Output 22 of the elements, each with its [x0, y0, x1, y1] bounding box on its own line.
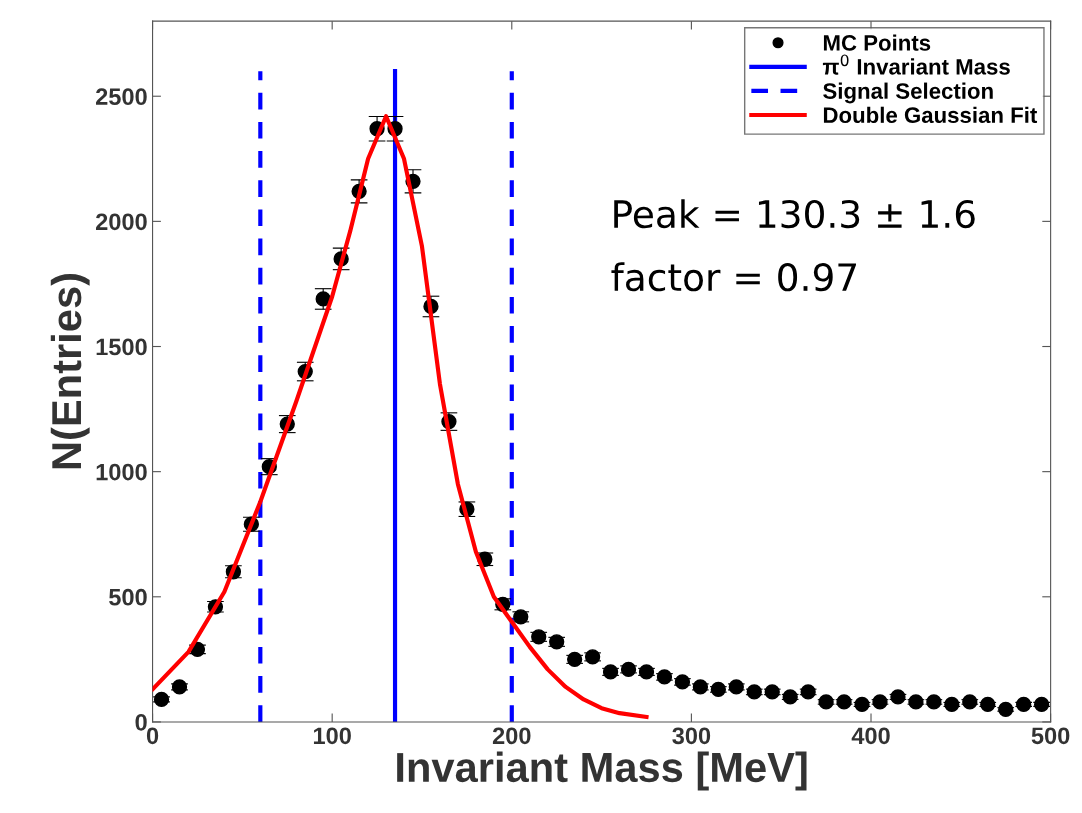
- x-axis-title: Invariant Mass [MeV]: [397, 751, 807, 791]
- annotation: factor = 0.97: [611, 262, 856, 292]
- legend-label: MC Points: [823, 34, 931, 51]
- y-tick-label: 1500: [96, 338, 147, 356]
- y-tick-label: 0: [135, 714, 147, 731]
- x-tick-label: 200: [492, 727, 531, 745]
- point: [153, 691, 170, 708]
- x-tick-label: 100: [313, 727, 351, 745]
- x-tick-label: 0: [146, 727, 159, 745]
- point: [171, 679, 188, 695]
- annotation: Peak = 130.3 ± 1.6: [614, 199, 975, 229]
- legend-label: π$^{0}$ Invariant Mass: [822, 54, 1010, 75]
- y-tick-label: 2500: [96, 88, 147, 106]
- x-tick-label: 500: [1031, 727, 1070, 745]
- legend-label: Double Gaussian Fit: [823, 106, 1038, 124]
- y-axis-title: N(Entries): [50, 274, 90, 469]
- y-tick-label: 1000: [96, 463, 147, 481]
- legend-label: Signal Selection: [823, 82, 993, 104]
- x-tick-label: 400: [851, 727, 890, 745]
- y-tick-label: 500: [109, 588, 147, 606]
- x-tick-label: 300: [672, 727, 711, 745]
- y-tick-label: 2000: [96, 213, 147, 231]
